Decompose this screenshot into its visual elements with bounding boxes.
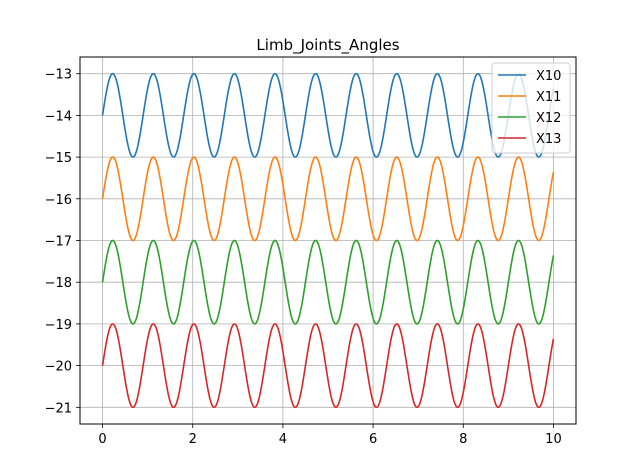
y-tick-label: −18 bbox=[45, 276, 72, 291]
legend-label-x11: X11 bbox=[536, 90, 561, 105]
axes: 0 2 4 6 8 10 −13 −14 −15 −16 −17 −18 −19 −20 −21 bbox=[45, 68, 562, 447]
legend-label-x10: X10 bbox=[536, 69, 561, 84]
y-tick-label: −19 bbox=[45, 318, 72, 333]
x-tick-label: 10 bbox=[545, 432, 562, 447]
series-lines bbox=[101, 72, 555, 409]
x-tick-label: 8 bbox=[459, 432, 467, 447]
y-tick-label: −21 bbox=[45, 401, 72, 416]
x-tick-label: 4 bbox=[279, 432, 287, 447]
legend-label-x13: X13 bbox=[536, 132, 561, 147]
series-line-x10 bbox=[101, 72, 555, 158]
y-tick-label: −16 bbox=[45, 193, 72, 208]
x-tick-label: 2 bbox=[189, 432, 197, 447]
y-tick-label: −14 bbox=[45, 109, 72, 124]
y-tick-label: −17 bbox=[45, 235, 72, 250]
legend-label-x12: X12 bbox=[536, 111, 561, 126]
legend-box bbox=[491, 62, 571, 154]
x-tick-label: 0 bbox=[98, 432, 106, 447]
chart-title: Limb_Joints_Angles bbox=[256, 36, 399, 55]
y-tick-label: −13 bbox=[45, 68, 72, 83]
y-tick-label: −15 bbox=[45, 151, 72, 166]
y-tick-label: −20 bbox=[45, 360, 72, 375]
series-line-x11 bbox=[101, 156, 555, 242]
series-line-x13 bbox=[101, 323, 555, 409]
legend: X10 X11 X12 X13 bbox=[491, 62, 571, 154]
series-line-x12 bbox=[101, 239, 555, 325]
x-tick-label: 6 bbox=[369, 432, 377, 447]
